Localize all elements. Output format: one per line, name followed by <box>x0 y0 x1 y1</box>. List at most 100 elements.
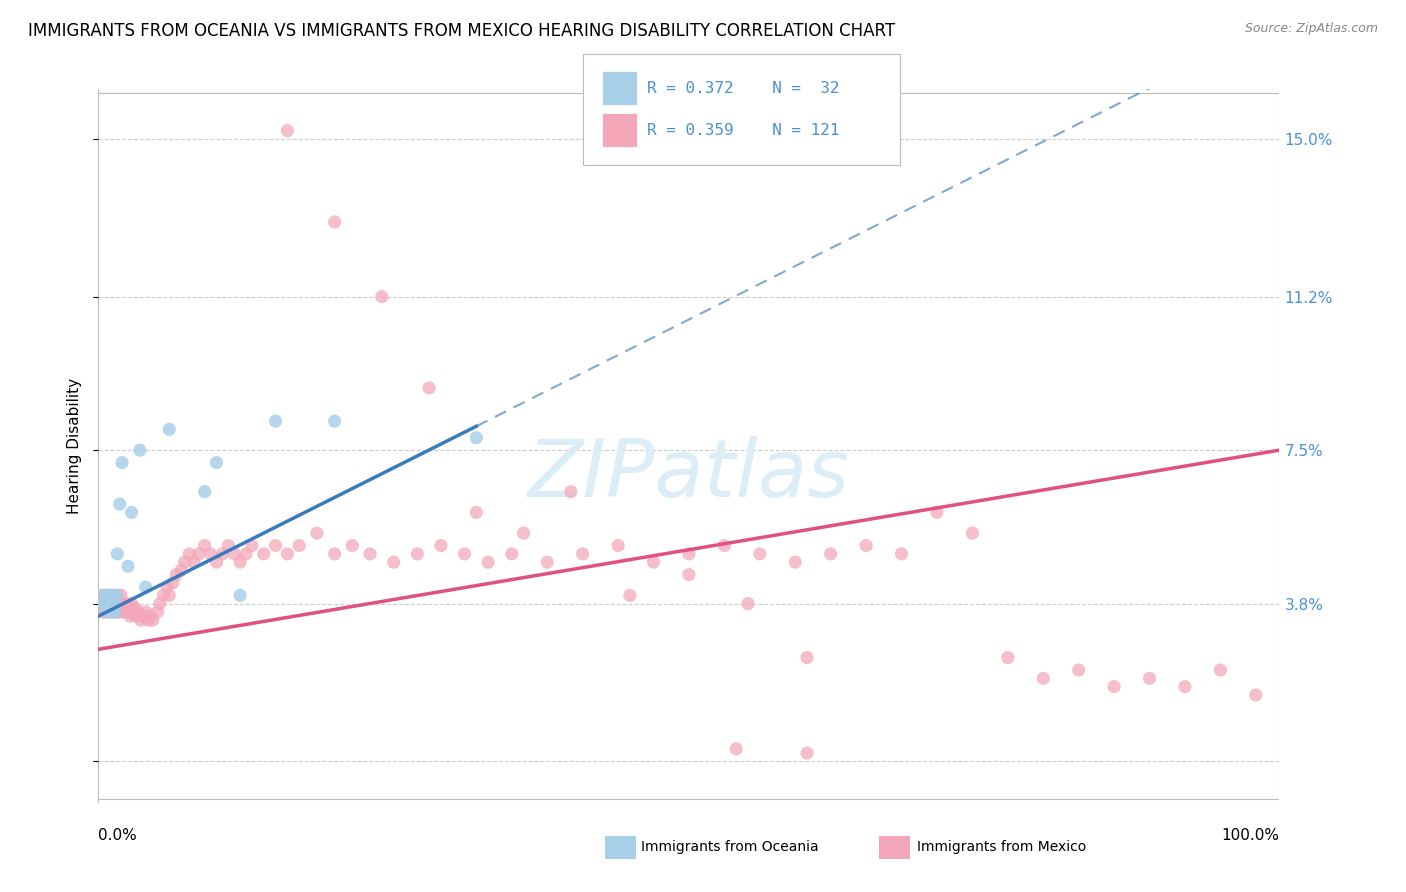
Point <box>101 605 124 619</box>
Point <box>100 597 122 611</box>
Point <box>97 597 120 611</box>
Point <box>121 505 143 519</box>
Point <box>120 609 142 624</box>
Point <box>962 526 984 541</box>
Point <box>91 597 114 611</box>
Point <box>112 605 135 619</box>
Point <box>108 597 131 611</box>
Point <box>323 215 346 229</box>
Point <box>678 567 700 582</box>
Point <box>105 588 128 602</box>
Point <box>1032 671 1054 685</box>
Point <box>619 588 641 602</box>
Point <box>117 605 139 619</box>
Point <box>713 539 735 553</box>
Point <box>855 539 877 553</box>
Point <box>97 597 120 611</box>
Point <box>93 588 115 602</box>
Point <box>129 613 152 627</box>
Point <box>382 555 405 569</box>
Point <box>93 600 115 615</box>
Point <box>418 381 440 395</box>
Point <box>108 497 131 511</box>
Point <box>170 564 193 578</box>
Point <box>111 597 134 611</box>
Point <box>820 547 842 561</box>
Point <box>136 613 159 627</box>
Point <box>276 547 298 561</box>
Point <box>121 597 143 611</box>
Text: Source: ZipAtlas.com: Source: ZipAtlas.com <box>1244 22 1378 36</box>
Point <box>94 605 117 619</box>
Point <box>194 539 217 553</box>
Point <box>342 539 364 553</box>
Point <box>96 588 118 602</box>
Point <box>128 605 150 619</box>
Point <box>253 547 276 561</box>
Point <box>200 547 222 561</box>
Text: IMMIGRANTS FROM OCEANIA VS IMMIGRANTS FROM MEXICO HEARING DISABILITY CORRELATION: IMMIGRANTS FROM OCEANIA VS IMMIGRANTS FR… <box>28 22 896 40</box>
Point <box>98 588 121 602</box>
Point <box>107 597 129 611</box>
Point <box>890 547 912 561</box>
Point <box>264 539 287 553</box>
Point <box>737 597 759 611</box>
Point <box>235 547 257 561</box>
Point <box>98 588 121 602</box>
Point <box>162 575 184 590</box>
Point <box>107 600 129 615</box>
Point <box>98 605 121 619</box>
Point <box>430 539 453 553</box>
Point <box>678 547 700 561</box>
Point <box>114 605 136 619</box>
Point <box>1102 680 1125 694</box>
Point <box>477 555 499 569</box>
Point <box>323 547 346 561</box>
Point <box>98 597 121 611</box>
Point <box>323 414 346 428</box>
Point <box>97 605 120 619</box>
Point <box>93 588 115 602</box>
Point <box>104 605 127 619</box>
Point <box>925 505 948 519</box>
Point <box>94 597 117 611</box>
Point <box>96 588 118 602</box>
Point <box>205 555 228 569</box>
Text: ZIPatlas: ZIPatlas <box>527 435 851 514</box>
Point <box>229 555 252 569</box>
Point <box>371 290 394 304</box>
Point <box>796 650 818 665</box>
Point <box>607 539 630 553</box>
Point <box>98 588 121 602</box>
Point <box>101 605 124 619</box>
Point <box>571 547 593 561</box>
Text: Immigrants from Mexico: Immigrants from Mexico <box>917 840 1085 855</box>
Text: 100.0%: 100.0% <box>1222 828 1279 843</box>
Point <box>194 484 217 499</box>
Point <box>211 547 233 561</box>
Point <box>110 588 132 602</box>
Point <box>796 746 818 760</box>
Point <box>132 609 155 624</box>
Point <box>748 547 770 561</box>
Point <box>165 567 187 582</box>
Point <box>139 609 162 624</box>
Point <box>224 547 246 561</box>
Point <box>128 443 150 458</box>
Point <box>1174 680 1197 694</box>
Y-axis label: Hearing Disability: Hearing Disability <box>66 378 82 514</box>
Point <box>512 526 534 541</box>
Point <box>101 588 124 602</box>
Point <box>104 597 127 611</box>
Point <box>101 597 124 611</box>
Point <box>104 588 127 602</box>
Point <box>105 605 128 619</box>
Point <box>105 597 128 611</box>
Text: R = 0.372    N =  32: R = 0.372 N = 32 <box>647 81 839 95</box>
Point <box>112 600 135 615</box>
Point <box>111 456 134 470</box>
Point <box>90 597 112 611</box>
Point <box>146 605 169 619</box>
Point <box>149 597 172 611</box>
Point <box>288 539 311 553</box>
